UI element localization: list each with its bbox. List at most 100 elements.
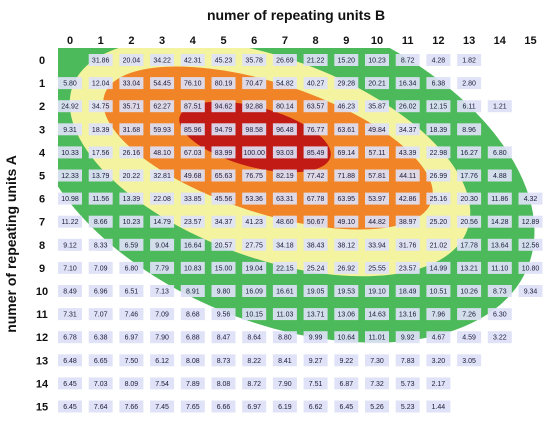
- heatmap-cell-value: 7.09: [94, 265, 108, 272]
- heatmap-cell: 63.57: [303, 100, 328, 113]
- heatmap-cell: 22.98: [426, 146, 451, 159]
- heatmap-cell-value: 10.23: [368, 58, 386, 65]
- heatmap-cell: 8.64: [242, 331, 267, 344]
- heatmap-cell-value: 8.80: [278, 335, 292, 342]
- heatmap-cell: 20.56: [457, 215, 482, 228]
- heatmap-cell-value: 7.51: [309, 381, 323, 388]
- heatmap-cell-bg: [119, 331, 144, 344]
- heatmap-cell-bg: [426, 261, 451, 274]
- heatmap-cell: 63.31: [272, 192, 297, 205]
- heatmap-cell-bg: [180, 169, 205, 182]
- heatmap-cell-value: 85.49: [307, 150, 325, 157]
- heatmap-cell-bg: [119, 192, 144, 205]
- heatmap-cell-bg: [426, 100, 451, 113]
- y-tick-label: 14: [36, 378, 49, 390]
- heatmap-cell-bg: [58, 331, 82, 344]
- heatmap-cell: 11.22: [58, 215, 82, 228]
- heatmap-cell-value: 26.99: [430, 173, 448, 180]
- heatmap-cell-bg: [119, 123, 144, 136]
- heatmap-cell: 16.64: [180, 238, 205, 251]
- heatmap-cell-value: 6.51: [125, 289, 139, 296]
- heatmap-cell: 6.48: [58, 354, 82, 367]
- heatmap-cell-bg: [211, 285, 236, 297]
- heatmap-cell: 45.23: [211, 54, 236, 66]
- heatmap-cell: 8.91: [180, 285, 205, 297]
- heatmap-cell-bg: [88, 192, 113, 205]
- heatmap-cell: 17.78: [457, 238, 482, 251]
- heatmap-cell-bg: [272, 169, 297, 182]
- heatmap-cell-bg: [272, 377, 297, 390]
- heatmap-cell-bg: [426, 123, 451, 136]
- y-tick-label: 0: [39, 55, 45, 67]
- heatmap-cell-value: 26.69: [276, 58, 294, 65]
- heatmap-cell-bg: [119, 261, 144, 274]
- heatmap-cell-value: 8.66: [94, 219, 108, 226]
- heatmap-cell-value: 45.23: [215, 58, 233, 65]
- heatmap-cell-value: 31.68: [123, 127, 141, 134]
- heatmap-cell: 76.10: [180, 77, 205, 90]
- heatmap-cell: 14.79: [150, 215, 175, 228]
- heatmap-cell: 11.56: [88, 192, 113, 205]
- heatmap-cell: 31.86: [88, 54, 113, 66]
- heatmap-cell-value: 16.34: [399, 81, 417, 88]
- heatmap-cell-bg: [272, 331, 297, 344]
- heatmap-cell-bg: [303, 215, 328, 228]
- heatmap-cell-bg: [395, 261, 420, 274]
- heatmap-cell: 7.90: [272, 377, 297, 390]
- heatmap-cell-bg: [119, 285, 144, 297]
- heatmap-cell-value: 34.18: [276, 242, 294, 249]
- heatmap-cell-bg: [242, 215, 267, 228]
- y-tick-label: 4: [39, 147, 46, 159]
- heatmap-cell-value: 7.03: [94, 381, 108, 388]
- heatmap-cell-value: 43.39: [399, 150, 417, 157]
- heatmap-cell: 82.19: [272, 169, 297, 182]
- heatmap-cell-bg: [58, 285, 82, 297]
- heatmap-cell: 49.84: [365, 123, 389, 136]
- heatmap-cell-bg: [272, 215, 297, 228]
- heatmap-cell-bg: [518, 285, 543, 297]
- heatmap-cell-bg: [334, 54, 359, 66]
- heatmap-cell: 80.19: [211, 77, 236, 90]
- heatmap-cell-value: 38.97: [399, 219, 417, 226]
- heatmap-cell-value: 8.09: [125, 381, 139, 388]
- heatmap-cell-value: 26.16: [123, 150, 141, 157]
- heatmap-cell-bg: [242, 377, 267, 390]
- heatmap-cell-value: 63.95: [338, 196, 356, 203]
- heatmap-cell: 94.62: [211, 100, 236, 113]
- heatmap-cell-value: 25.16: [430, 196, 448, 203]
- heatmap-cell-bg: [426, 400, 451, 413]
- heatmap-cell-value: 63.31: [276, 196, 294, 203]
- heatmap-cell-bg: [58, 77, 82, 90]
- heatmap-cell: 10.80: [518, 261, 543, 274]
- heatmap-cell: 16.27: [457, 146, 482, 159]
- heatmap-cell-bg: [211, 354, 236, 367]
- heatmap-cell: 62.27: [150, 100, 175, 113]
- heatmap-cell: 7.46: [119, 308, 144, 321]
- heatmap-cell-value: 12.56: [522, 242, 540, 249]
- heatmap-cell-value: 9.80: [217, 289, 231, 296]
- heatmap-cell: 25.55: [365, 261, 389, 274]
- heatmap-cell: 9.22: [334, 354, 359, 367]
- heatmap-cell-bg: [334, 100, 359, 113]
- heatmap-cell: 31.76: [395, 238, 420, 251]
- heatmap-cell-bg: [150, 331, 175, 344]
- heatmap-cell: 80.14: [272, 100, 297, 113]
- heatmap-cell: 70.47: [242, 77, 267, 90]
- heatmap-cell-value: 19.53: [338, 289, 356, 296]
- heatmap-cell-value: 6.66: [217, 404, 231, 411]
- heatmap-cell-value: 9.31: [63, 127, 77, 134]
- heatmap-cell-value: 16.64: [184, 242, 202, 249]
- heatmap-cell: 7.09: [150, 308, 175, 321]
- heatmap-cell-bg: [395, 169, 420, 182]
- heatmap-cell-value: 8.73: [493, 289, 507, 296]
- heatmap-cell-value: 20.56: [460, 219, 478, 226]
- heatmap-cell: 26.02: [395, 100, 420, 113]
- heatmap-cell-bg: [211, 100, 236, 113]
- heatmap-cell-bg: [487, 215, 512, 228]
- heatmap-cell-bg: [150, 400, 175, 413]
- heatmap-cell: 25.24: [303, 261, 328, 274]
- heatmap-cell: 6.30: [487, 308, 512, 321]
- heatmap-cell: 34.18: [272, 238, 297, 251]
- heatmap-cell-value: 67.78: [307, 196, 325, 203]
- heatmap-cell-bg: [395, 331, 420, 344]
